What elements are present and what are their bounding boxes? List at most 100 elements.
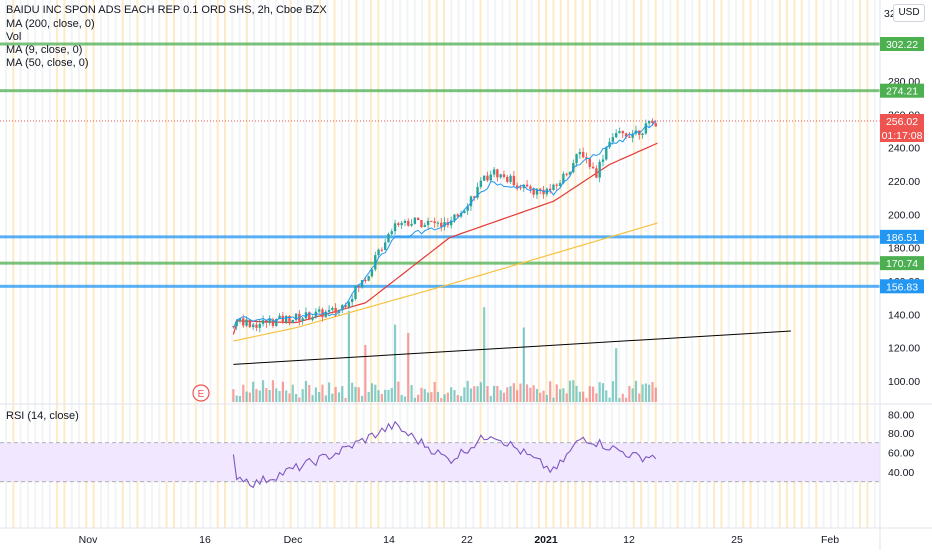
volume-bar (459, 396, 463, 402)
candle-body (390, 231, 393, 235)
level-line[interactable] (0, 89, 880, 93)
candlesticks (232, 118, 657, 333)
candle-body (548, 188, 552, 190)
volume-bar (347, 310, 350, 402)
volume-bar (354, 386, 357, 402)
rsi-axis-ticks: 80.00 60.00 40.00 (888, 428, 914, 479)
candle-body (654, 123, 657, 127)
candle-body (433, 221, 436, 224)
volume-bar (436, 391, 440, 402)
volume-bar (367, 392, 370, 402)
level-value: 170.74 (886, 258, 918, 270)
earnings-icon[interactable] (192, 384, 210, 402)
price-tick: 200.00 (888, 209, 920, 221)
legend-vol[interactable]: Vol (6, 31, 22, 43)
volume-bar (568, 380, 572, 402)
legend-ma50[interactable]: MA (50, close, 0) (6, 57, 89, 69)
volume-bar (453, 390, 456, 402)
level-line[interactable] (0, 261, 880, 265)
price-tick: 220.00 (888, 176, 920, 188)
volume-bar (469, 388, 473, 402)
candle-body (502, 174, 506, 177)
volume-bar (502, 392, 506, 402)
horizontal-levels (0, 42, 880, 288)
volume-bar (562, 388, 565, 402)
earnings-marker[interactable]: E (192, 384, 210, 402)
legend-rsi[interactable]: RSI (14, close) (6, 410, 79, 422)
candle-body (370, 269, 374, 277)
volume-bar (245, 391, 248, 402)
price-tick-top: 32 (884, 8, 896, 20)
volume-bars (232, 307, 657, 402)
candle-body (251, 324, 255, 328)
volume-bar (318, 391, 321, 402)
volume-bar (360, 395, 364, 402)
candle-body (565, 173, 568, 175)
volume-bar (499, 390, 502, 402)
candle-body (605, 147, 608, 160)
trendline[interactable] (233, 330, 791, 365)
volume-bar (450, 387, 453, 402)
volume-bar (433, 381, 436, 402)
candle-body (449, 220, 453, 226)
volume-bar (291, 384, 294, 402)
rsi-overbought-oversold-band (0, 442, 880, 482)
candle-body (476, 186, 479, 198)
volume-bar (578, 391, 581, 402)
volume-bar (238, 396, 242, 402)
time-tick: 25 (731, 534, 743, 546)
candle-body (350, 298, 354, 303)
level-line[interactable] (0, 42, 880, 46)
candle-body (360, 280, 364, 288)
candle-body (423, 224, 426, 227)
level-line[interactable] (0, 235, 880, 239)
level-value: 156.83 (886, 281, 918, 293)
ma200-line (233, 222, 658, 342)
currency-button[interactable]: USD (893, 4, 925, 22)
time-tick: 12 (623, 534, 635, 546)
ma9-line (232, 120, 657, 329)
candle-body (614, 133, 618, 138)
candle-body (232, 326, 235, 328)
candle-body (413, 217, 417, 224)
candle-body (515, 185, 519, 188)
symbol-title[interactable]: BAIDU INC SPON ADS EACH REP 0.1 ORD SHS,… (6, 4, 327, 16)
candle-body (387, 234, 390, 243)
candle-body (588, 158, 591, 167)
candle-body (268, 319, 271, 324)
volume-bar (651, 381, 654, 402)
candle-body (581, 151, 585, 158)
legend-ma200[interactable]: MA (200, close, 0) (6, 18, 95, 30)
candle-body (308, 312, 311, 320)
volume-bar (417, 394, 420, 402)
volume-bar (509, 386, 512, 402)
candle-body (463, 210, 466, 213)
volume-bar (591, 386, 595, 402)
last-price-tag: 256.02 (880, 114, 924, 129)
volume-bar (443, 394, 446, 402)
volume-bar (605, 390, 608, 402)
volume-bar (420, 387, 423, 402)
candle-body (397, 223, 400, 226)
candle-body (535, 188, 539, 195)
volume-bar (268, 390, 271, 402)
candle-body (327, 309, 331, 312)
volume-bar (618, 397, 621, 402)
legend-ma9[interactable]: MA (9, close, 0) (6, 44, 83, 56)
last-price-value: 256.02 (886, 116, 918, 128)
candle-body (621, 131, 624, 134)
volume-bar (466, 380, 469, 402)
candle-body (400, 222, 403, 226)
candle-body (304, 312, 308, 319)
level-line[interactable] (0, 284, 880, 288)
volume-bar (275, 388, 278, 402)
volume-bar (321, 384, 324, 402)
volume-bar (489, 395, 492, 402)
volume-bar (648, 384, 651, 402)
volume-bar (545, 394, 548, 402)
volume-bar (512, 383, 515, 402)
volume-bar (516, 390, 519, 402)
volume-bar (555, 384, 558, 402)
candle-body (238, 318, 242, 322)
